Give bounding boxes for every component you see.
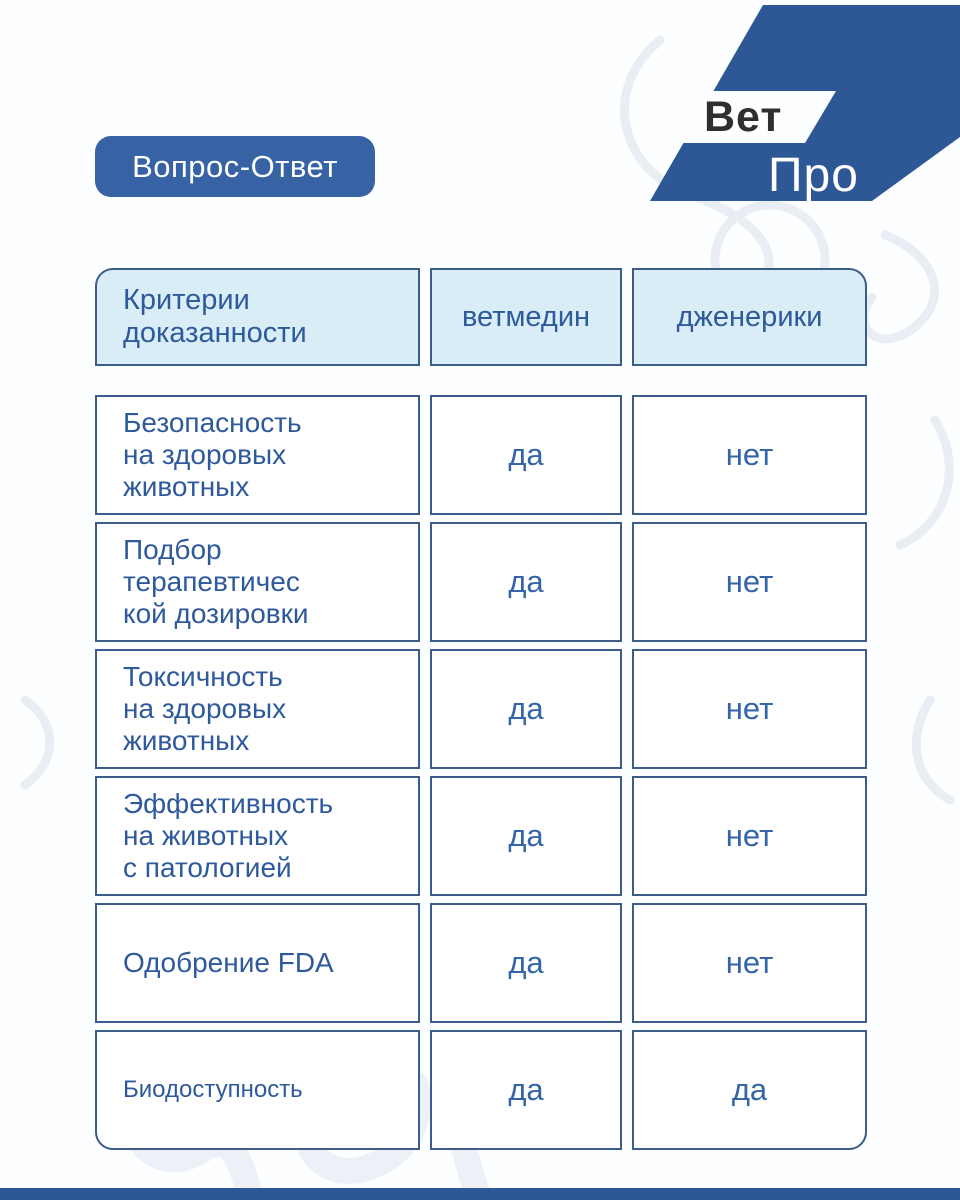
vetpro-logo: Вет Про: [650, 5, 960, 202]
generics-value-cell: нет: [632, 522, 867, 642]
topic-badge-label: Вопрос-Ответ: [132, 148, 338, 184]
footer-stripe: [0, 1188, 960, 1200]
comparison-table: Критерии доказанности ветмедин дженерики…: [95, 268, 867, 1150]
vetmedin-value-cell: да: [430, 903, 622, 1023]
criteria-cell: Одобрение FDA: [95, 903, 420, 1023]
header-cell-criteria: Критерии доказанности: [95, 268, 420, 366]
logo-text-pro: Про: [768, 149, 859, 202]
criteria-cell: Безопасность на здоровых животных: [95, 395, 420, 515]
vetmedin-value-cell: да: [430, 395, 622, 515]
generics-value-cell: нет: [632, 395, 867, 515]
generics-value-cell: да: [632, 1030, 867, 1150]
generics-value-cell: нет: [632, 649, 867, 769]
header-cell-generics: дженерики: [632, 268, 867, 366]
vetmedin-value-cell: да: [430, 522, 622, 642]
logo-white-notch: [670, 91, 836, 143]
generics-value-cell: нет: [632, 776, 867, 896]
generics-value-cell: нет: [632, 903, 867, 1023]
criteria-cell: Подбор терапевтичес кой дозировки: [95, 522, 420, 642]
vetmedin-value-cell: да: [430, 1030, 622, 1150]
vetmedin-value-cell: да: [430, 649, 622, 769]
criteria-cell: Эффективность на животных с патологией: [95, 776, 420, 896]
vetmedin-value-cell: да: [430, 776, 622, 896]
header-cell-vetmedin: ветмедин: [430, 268, 622, 366]
criteria-cell: Биодоступность: [95, 1030, 420, 1150]
logo-text-vet: Вет: [704, 93, 782, 141]
topic-badge: Вопрос-Ответ: [95, 136, 375, 197]
criteria-cell: Токсичность на здоровых животных: [95, 649, 420, 769]
